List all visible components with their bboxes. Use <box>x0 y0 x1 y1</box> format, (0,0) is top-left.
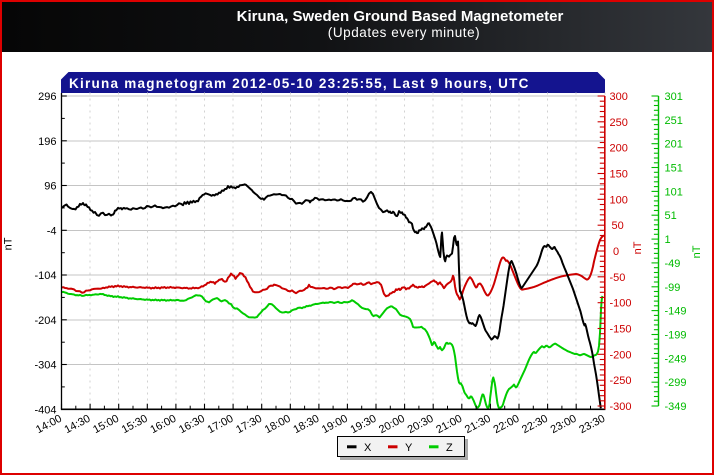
svg-text:196: 196 <box>38 136 56 148</box>
svg-text:250: 250 <box>610 117 628 129</box>
svg-text:14:30: 14:30 <box>63 413 93 437</box>
svg-text:20:30: 20:30 <box>406 413 436 437</box>
svg-text:-304: -304 <box>34 360 56 372</box>
svg-text:22:30: 22:30 <box>520 413 550 437</box>
svg-text:-50: -50 <box>610 272 626 284</box>
svg-text:-100: -100 <box>610 298 632 310</box>
svg-text:-250: -250 <box>610 375 632 387</box>
svg-text:-149: -149 <box>665 306 687 318</box>
svg-text:-49: -49 <box>665 258 681 270</box>
svg-text:X: X <box>364 442 372 454</box>
svg-text:23:30: 23:30 <box>577 413 607 437</box>
svg-text:16:30: 16:30 <box>177 413 207 437</box>
svg-text:16:00: 16:00 <box>148 413 178 437</box>
svg-text:-104: -104 <box>34 270 56 282</box>
svg-text:150: 150 <box>610 169 628 181</box>
svg-text:nT: nT <box>3 237 15 250</box>
svg-text:101: 101 <box>665 186 683 198</box>
svg-text:201: 201 <box>665 139 683 151</box>
svg-text:50: 50 <box>612 220 624 232</box>
svg-text:15:00: 15:00 <box>91 413 121 437</box>
svg-text:-404: -404 <box>34 404 56 416</box>
svg-text:300: 300 <box>610 91 628 103</box>
svg-text:23:00: 23:00 <box>549 413 579 437</box>
svg-text:18:30: 18:30 <box>291 413 321 437</box>
svg-text:251: 251 <box>665 115 683 127</box>
svg-text:-4: -4 <box>47 225 57 237</box>
svg-text:-249: -249 <box>665 353 687 365</box>
svg-text:17:00: 17:00 <box>206 413 236 437</box>
svg-text:-200: -200 <box>610 349 632 361</box>
svg-text:22:00: 22:00 <box>491 413 521 437</box>
svg-text:nT: nT <box>691 245 703 258</box>
svg-text:200: 200 <box>610 143 628 155</box>
svg-text:-199: -199 <box>665 330 687 342</box>
svg-text:-299: -299 <box>665 377 687 389</box>
svg-text:nT: nT <box>632 241 644 254</box>
svg-text:1: 1 <box>665 234 671 246</box>
svg-text:Y: Y <box>405 442 413 454</box>
svg-text:96: 96 <box>44 181 56 193</box>
svg-text:15:30: 15:30 <box>120 413 150 437</box>
svg-text:301: 301 <box>665 91 683 103</box>
svg-text:100: 100 <box>610 194 628 206</box>
svg-text:17:30: 17:30 <box>234 413 264 437</box>
svg-text:296: 296 <box>38 91 56 103</box>
svg-text:20:00: 20:00 <box>377 413 407 437</box>
svg-text:21:30: 21:30 <box>463 413 493 437</box>
svg-text:-300: -300 <box>610 401 632 413</box>
svg-text:51: 51 <box>665 210 677 222</box>
svg-text:Z: Z <box>446 442 453 454</box>
svg-text:19:30: 19:30 <box>348 413 378 437</box>
svg-text:-99: -99 <box>665 282 681 294</box>
svg-text:151: 151 <box>665 163 683 175</box>
svg-text:-150: -150 <box>610 324 632 336</box>
svg-text:18:00: 18:00 <box>263 413 293 437</box>
svg-text:-204: -204 <box>34 315 56 327</box>
svg-text:19:00: 19:00 <box>320 413 350 437</box>
svg-text:-349: -349 <box>665 401 687 413</box>
svg-text:0: 0 <box>613 246 619 258</box>
svg-text:21:00: 21:00 <box>434 413 464 437</box>
